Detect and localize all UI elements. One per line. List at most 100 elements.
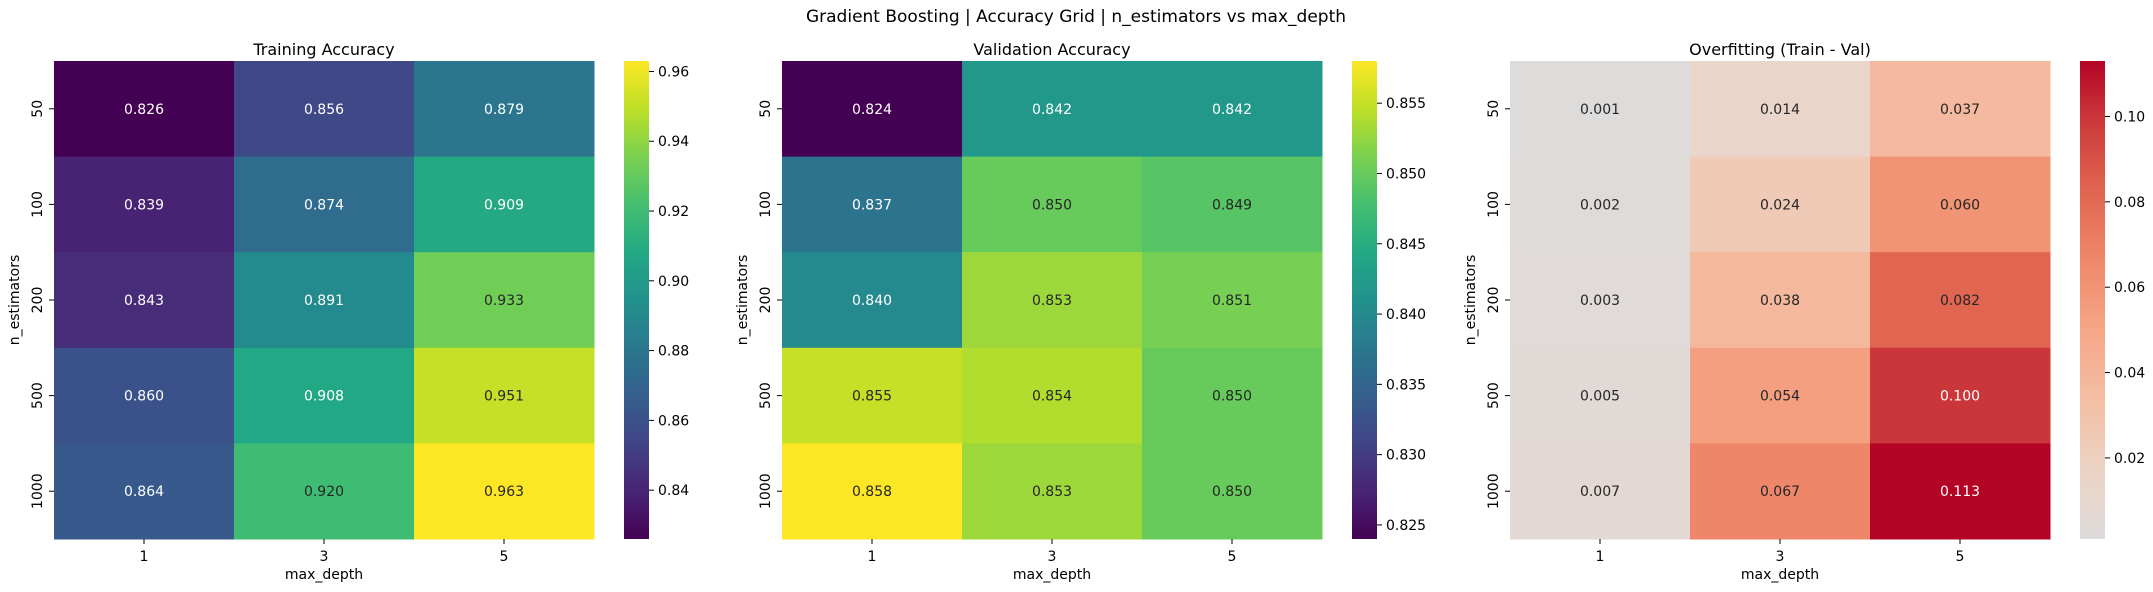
colorbar-tick-label: 0.835 <box>1386 377 1426 393</box>
colorbar-tick-label: 0.86 <box>658 413 689 429</box>
cell-value-label: 0.851 <box>1212 293 1252 309</box>
heatmap-cell <box>414 61 595 158</box>
heatmap-cell <box>782 156 963 253</box>
x-axis-label: max_depth <box>1013 567 1091 583</box>
y-tick-label: 100 <box>1486 191 1502 218</box>
x-tick-label: 5 <box>500 549 509 565</box>
x-axis-label: max_depth <box>1741 567 1819 583</box>
heatmap-cell <box>1690 156 1871 253</box>
y-tick-label: 500 <box>1486 382 1502 409</box>
heatmap-cell <box>234 443 415 540</box>
heatmap-cell <box>234 156 415 253</box>
colorbar-tick-label: 0.830 <box>1386 448 1426 464</box>
colorbar-tick-label: 0.92 <box>658 204 689 220</box>
cell-value-label: 0.843 <box>124 293 164 309</box>
y-tick-label: 50 <box>758 100 774 118</box>
training-heatmap-panel: Training Accuracy 0.826 0.856 0.879 0.839 0.8… <box>7 40 689 583</box>
heatmap-cell <box>1142 347 1323 444</box>
y-tick-label: 500 <box>30 382 46 409</box>
cell-value-label: 0.850 <box>1032 197 1072 213</box>
cell-value-label: 0.100 <box>1940 389 1980 405</box>
heatmap-cell <box>1142 252 1323 349</box>
x-tick-label: 3 <box>1776 549 1785 565</box>
colorbar-tick-label: 0.10 <box>2114 109 2145 125</box>
cell-value-label: 0.005 <box>1580 389 1620 405</box>
x-tick-label: 5 <box>1228 549 1237 565</box>
cell-value-label: 0.060 <box>1940 197 1980 213</box>
heatmap-cell <box>1142 61 1323 158</box>
cell-value-label: 0.933 <box>484 293 524 309</box>
colorbar-tick-label: 0.90 <box>658 274 689 290</box>
cell-value-label: 0.113 <box>1940 484 1980 500</box>
cell-value-label: 0.067 <box>1760 484 1800 500</box>
heatmap-cell <box>962 252 1143 349</box>
overfitting-panel-title: Overfitting (Train - Val) <box>1689 40 1871 59</box>
cell-value-label: 0.840 <box>852 293 892 309</box>
colorbar-tick-label: 0.850 <box>1386 166 1426 182</box>
cell-value-label: 0.854 <box>1032 389 1072 405</box>
heatmap-cell <box>1510 252 1691 349</box>
cell-value-label: 0.908 <box>304 389 344 405</box>
heatmap-cell <box>414 347 595 444</box>
heatmap-cell <box>782 443 963 540</box>
y-tick-label: 200 <box>758 287 774 314</box>
y-tick-label: 50 <box>1486 100 1502 118</box>
heatmap-cell <box>54 347 235 444</box>
cell-value-label: 0.054 <box>1760 389 1800 405</box>
y-tick-label: 200 <box>1486 287 1502 314</box>
x-axis-label: max_depth <box>285 567 363 583</box>
cell-value-label: 0.920 <box>304 484 344 500</box>
overfitting-heatmap-panel: Overfitting (Train - Val) 0.001 0.014 0.037… <box>1463 40 2145 583</box>
cell-value-label: 0.849 <box>1212 197 1252 213</box>
cell-value-label: 0.856 <box>304 102 344 118</box>
x-tick-label: 1 <box>140 549 149 565</box>
colorbar-tick-label: 0.840 <box>1386 307 1426 323</box>
heatmap-cell <box>234 252 415 349</box>
cell-value-label: 0.860 <box>124 389 164 405</box>
heatmap-cell <box>1690 61 1871 158</box>
heatmap-cell <box>1690 252 1871 349</box>
colorbar <box>624 61 649 539</box>
heatmap-cell <box>414 156 595 253</box>
heatmap-cell <box>1142 156 1323 253</box>
x-tick-label: 3 <box>320 549 329 565</box>
heatmap-cell <box>234 347 415 444</box>
heatmap-cell <box>1510 156 1691 253</box>
heatmap-cell <box>1870 443 2051 540</box>
colorbar-tick-label: 0.02 <box>2114 451 2145 467</box>
cell-value-label: 0.007 <box>1580 484 1620 500</box>
cell-value-label: 0.850 <box>1212 389 1252 405</box>
heatmap-cell <box>1510 443 1691 540</box>
x-tick-label: 5 <box>1956 549 1965 565</box>
cell-value-label: 0.824 <box>852 102 892 118</box>
heatmap-cell <box>1690 347 1871 444</box>
y-tick-label: 200 <box>30 287 46 314</box>
heatmap-cell <box>54 156 235 253</box>
colorbar-tick-label: 0.845 <box>1386 237 1426 253</box>
heatmap-cell <box>1870 347 2051 444</box>
cell-value-label: 0.826 <box>124 102 164 118</box>
heatmap-cell <box>1510 61 1691 158</box>
heatmap-cell <box>962 347 1143 444</box>
cell-value-label: 0.858 <box>852 484 892 500</box>
colorbar-tick-label: 0.855 <box>1386 96 1426 112</box>
heatmap-cell <box>234 61 415 158</box>
figure-suptitle: Gradient Boosting | Accuracy Grid | n_es… <box>806 7 1346 27</box>
heatmap-cell <box>1870 252 2051 349</box>
colorbar-tick-label: 0.94 <box>658 134 689 150</box>
cell-value-label: 0.842 <box>1032 102 1072 118</box>
cell-value-label: 0.879 <box>484 102 524 118</box>
cell-value-label: 0.850 <box>1212 484 1252 500</box>
y-tick-label: 1000 <box>30 473 46 509</box>
colorbar-tick-label: 0.08 <box>2114 195 2145 211</box>
training-panel-title: Training Accuracy <box>252 40 394 59</box>
heatmap-cell <box>782 252 963 349</box>
cell-value-label: 0.037 <box>1940 102 1980 118</box>
colorbar-tick-label: 0.88 <box>658 344 689 360</box>
colorbar-tick-label: 0.04 <box>2114 366 2145 382</box>
x-tick-label: 1 <box>868 549 877 565</box>
x-tick-label: 1 <box>1596 549 1605 565</box>
heatmap-cell <box>962 156 1143 253</box>
colorbar <box>2080 61 2105 539</box>
colorbar <box>1352 61 1377 539</box>
